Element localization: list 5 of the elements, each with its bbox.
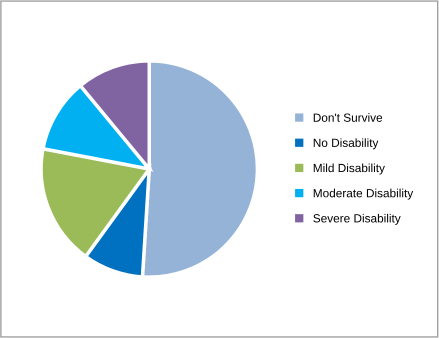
legend-label: No Disability	[314, 138, 378, 150]
legend-label: Don't Survive	[314, 113, 382, 122]
legend-label: Severe Disability	[313, 214, 401, 225]
legend-label: Mild Disability	[314, 163, 385, 174]
legend-label: Moderate Disability	[314, 188, 414, 200]
